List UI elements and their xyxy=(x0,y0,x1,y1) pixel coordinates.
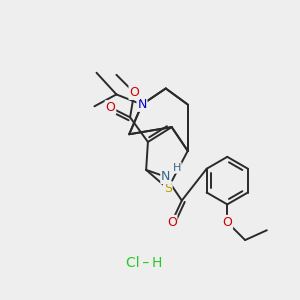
Text: O: O xyxy=(167,216,177,229)
Text: O: O xyxy=(106,101,116,114)
Text: O: O xyxy=(129,86,139,99)
Text: N: N xyxy=(161,170,170,183)
Text: S: S xyxy=(164,182,172,195)
Text: O: O xyxy=(222,216,232,229)
Text: Cl – H: Cl – H xyxy=(126,256,162,270)
Text: N: N xyxy=(137,98,147,111)
Text: H: H xyxy=(172,163,181,173)
